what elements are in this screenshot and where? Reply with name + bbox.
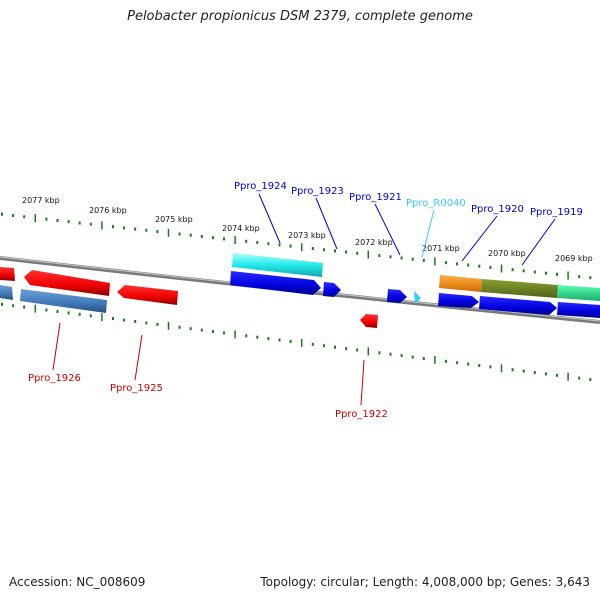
gene-ppro-1923-arrow[interactable] — [323, 282, 341, 297]
gene-ppro-1924-arrow[interactable] — [230, 271, 321, 295]
scale-label-2069: 2069 kbp — [555, 254, 593, 263]
scale-label-2071: 2071 kbp — [422, 244, 460, 253]
scale-label-2075: 2075 kbp — [155, 215, 193, 224]
gene-label-ppro-1921[interactable]: Ppro_1921 — [349, 192, 402, 203]
leader-ppro-1922 — [360, 359, 365, 406]
gene-label-ppro-1923[interactable]: Ppro_1923 — [291, 186, 344, 197]
gene-ppro-1920-olive-band[interactable] — [481, 279, 558, 298]
gene-ppro-1919-mint-band[interactable] — [557, 285, 600, 301]
gene-ppro-1918-arrow[interactable] — [557, 302, 600, 318]
leader-ppro-1923 — [315, 197, 338, 250]
gene-ppro-1920-orange-band[interactable] — [439, 275, 482, 292]
gene-steel-left-arrow[interactable] — [0, 285, 13, 300]
leader-ppro-1921 — [374, 203, 401, 256]
gene-ppro-1922-arrow[interactable] — [360, 314, 378, 328]
leader-ppro-1924 — [258, 193, 281, 244]
gene-features — [0, 253, 600, 328]
scale-label-2077: 2077 kbp — [22, 196, 60, 205]
leader-ppro-1926 — [52, 322, 61, 371]
scale-labels: 2077 kbp 2076 kbp 2075 kbp 2074 kbp 2073… — [22, 196, 593, 263]
scale-label-2070: 2070 kbp — [488, 249, 526, 258]
gene-ppro-1919-arrow[interactable] — [479, 296, 557, 315]
label-leader-lines — [52, 193, 556, 406]
upper-scale-ticks — [1, 212, 592, 280]
scale-label-2074: 2074 kbp — [222, 224, 260, 233]
leader-ppro-1919 — [521, 218, 556, 266]
gene-label-ppro-1922[interactable]: Ppro_1922 — [335, 409, 388, 420]
gene-ppro-1924-rna-band[interactable] — [232, 253, 323, 277]
scale-label-2072: 2072 kbp — [355, 238, 393, 247]
gene-ppro-1921-arrow[interactable] — [387, 289, 407, 303]
gene-label-ppro-1926[interactable]: Ppro_1926 — [28, 373, 81, 384]
gene-labels: Ppro_1924 Ppro_1923 Ppro_1921 Ppro_R0040… — [28, 181, 583, 420]
gene-label-ppro-1919[interactable]: Ppro_1919 — [530, 207, 583, 218]
leader-ppro-1925 — [134, 334, 143, 381]
gene-label-ppro-1925[interactable]: Ppro_1925 — [110, 383, 163, 394]
scale-label-2076: 2076 kbp — [89, 206, 127, 215]
genome-summary-text: Topology: circular; Length: 4,008,000 bp… — [260, 575, 590, 589]
accession-text: Accession: NC_008609 — [9, 575, 146, 589]
gene-label-ppro-1920[interactable]: Ppro_1920 — [471, 204, 524, 215]
gene-ppro-1920-arrow[interactable] — [438, 293, 479, 308]
gene-label-ppro-1924[interactable]: Ppro_1924 — [234, 181, 287, 192]
leader-ppro-r0040 — [421, 209, 435, 258]
page-title: Pelobacter propionicus DSM 2379, complet… — [127, 9, 473, 24]
gene-ppro-r0040-arrow[interactable] — [414, 291, 421, 304]
gene-ppro-1925-arrow[interactable] — [117, 285, 178, 305]
gene-ppro-1926-arrow[interactable] — [20, 289, 107, 313]
gene-ppro-1926-upper-arrow[interactable] — [24, 270, 110, 296]
lower-scale-ticks — [1, 302, 592, 381]
gene-label-ppro-r0040[interactable]: Ppro_R0040 — [406, 198, 466, 209]
gene-ppro-1927-arrow[interactable] — [0, 267, 15, 281]
scale-label-2073: 2073 kbp — [288, 231, 326, 240]
leader-ppro-1920 — [461, 215, 498, 262]
